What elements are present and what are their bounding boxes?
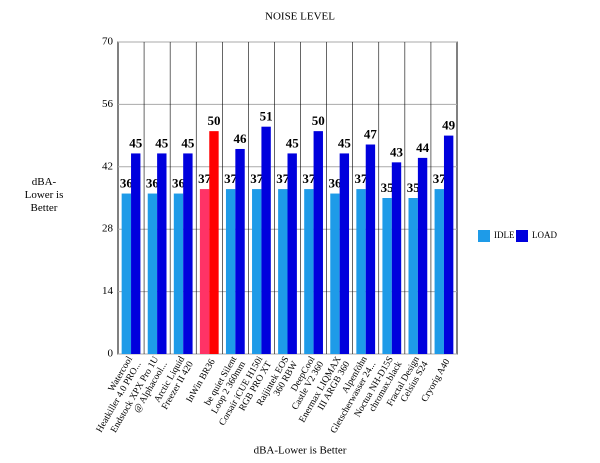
value-label: 37: [433, 171, 447, 186]
legend-swatch: [478, 230, 490, 242]
bar: [339, 153, 350, 354]
value-label: 37: [250, 171, 264, 186]
legend-label: LOAD: [532, 230, 557, 240]
value-label: 37: [276, 171, 290, 186]
value-label: 37: [224, 171, 238, 186]
y-tick-label: 70: [102, 36, 114, 48]
bar: [330, 193, 340, 354]
value-label: 43: [390, 144, 404, 159]
value-label: 50: [312, 113, 325, 128]
bar: [235, 148, 245, 354]
value-label: 35: [407, 180, 421, 195]
legend-swatch: [516, 230, 528, 242]
value-label: 36: [120, 176, 134, 191]
value-label: 47: [364, 126, 378, 141]
bar: [382, 198, 392, 354]
bar: [147, 193, 158, 354]
value-label: 49: [442, 118, 456, 133]
bar: [121, 193, 132, 354]
y-axis-title: dBA-Lower is Better: [24, 176, 64, 214]
y-tick-label: 0: [108, 348, 114, 360]
bar: [261, 126, 271, 354]
value-label: 44: [416, 140, 430, 155]
bar: [199, 189, 210, 354]
bar: [173, 193, 184, 354]
bar: [252, 189, 262, 354]
x-axis-title: dBA-Lower is Better: [254, 445, 347, 457]
bar: [417, 157, 428, 354]
bar: [408, 198, 418, 354]
value-label: 37: [198, 171, 212, 186]
y-tick-label: 56: [102, 98, 114, 110]
bar: [391, 162, 402, 354]
value-label: 37: [355, 171, 369, 186]
value-label: 45: [155, 135, 169, 150]
bar: [365, 144, 376, 354]
bar: [434, 189, 444, 354]
bar: [313, 131, 323, 354]
value-label: 45: [286, 135, 300, 150]
chart-title: NOISE LEVEL: [265, 11, 335, 23]
value-label: 36: [172, 176, 186, 191]
bar: [131, 153, 141, 354]
y-tick-label: 42: [102, 160, 113, 172]
value-label: 50: [207, 113, 220, 128]
bar: [278, 189, 288, 354]
value-label: 36: [328, 176, 342, 191]
value-label: 45: [129, 135, 143, 150]
value-label: 36: [146, 176, 160, 191]
value-label: 45: [338, 135, 352, 150]
value-label: 51: [260, 109, 273, 124]
legend-label: IDLE: [494, 230, 515, 240]
value-label: 45: [181, 135, 195, 150]
value-label: 46: [234, 131, 248, 146]
bar: [304, 189, 314, 354]
value-label: 35: [381, 180, 395, 195]
bar: [443, 135, 454, 354]
bar: [225, 189, 236, 354]
bar: [287, 153, 297, 354]
bar: [356, 189, 366, 354]
y-tick-label: 28: [102, 223, 114, 235]
y-tick-label: 14: [102, 285, 114, 297]
value-label: 37: [302, 171, 316, 186]
bar: [209, 131, 219, 354]
bar: [157, 153, 167, 354]
bar: [183, 153, 193, 354]
